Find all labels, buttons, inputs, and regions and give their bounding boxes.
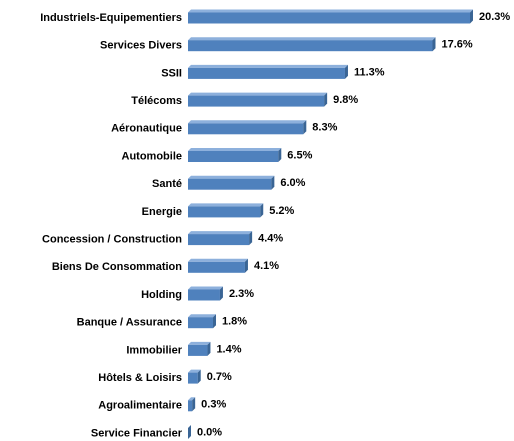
value-label: 0.0% bbox=[197, 426, 222, 438]
category-label: SSII bbox=[161, 67, 182, 79]
value-label: 1.8% bbox=[222, 316, 247, 328]
bar bbox=[188, 203, 264, 218]
bar bbox=[188, 341, 211, 356]
category-label: Automobile bbox=[122, 150, 183, 162]
value-label: 4.1% bbox=[254, 260, 279, 272]
category-label: Services Divers bbox=[100, 40, 182, 52]
bar bbox=[188, 425, 191, 439]
value-label: 17.6% bbox=[441, 39, 472, 51]
value-label: 1.4% bbox=[216, 343, 241, 355]
category-label: Energie bbox=[142, 206, 182, 218]
bar bbox=[188, 175, 275, 190]
category-label: Concession / Construction bbox=[42, 234, 182, 246]
bar bbox=[188, 286, 223, 301]
bar bbox=[188, 314, 217, 329]
value-label: 11.3% bbox=[354, 66, 385, 78]
value-label: 2.3% bbox=[229, 288, 254, 300]
bar bbox=[188, 148, 282, 162]
bar bbox=[188, 92, 328, 107]
category-label: Immobilier bbox=[126, 344, 182, 356]
category-label: Aéronautique bbox=[111, 123, 182, 135]
category-label: Hôtels & Loisirs bbox=[98, 372, 182, 384]
bar bbox=[188, 397, 196, 412]
value-label: 0.3% bbox=[201, 399, 226, 411]
value-label: 6.0% bbox=[280, 177, 305, 189]
category-label: Service Financier bbox=[91, 427, 183, 439]
value-label: 4.4% bbox=[258, 233, 283, 245]
bar bbox=[188, 120, 307, 135]
category-label: Holding bbox=[141, 289, 182, 301]
category-label: Biens De Consommation bbox=[52, 261, 182, 273]
bar bbox=[188, 64, 348, 79]
bar bbox=[188, 37, 436, 52]
category-label: Agroalimentaire bbox=[98, 400, 182, 412]
value-label: 0.7% bbox=[207, 371, 232, 383]
value-label: 8.3% bbox=[312, 122, 337, 134]
category-label: Industriels-Equipementiers bbox=[40, 12, 182, 24]
category-label: Banque / Assurance bbox=[77, 317, 182, 329]
bar bbox=[188, 369, 201, 384]
value-label: 9.8% bbox=[333, 94, 358, 106]
value-label: 20.3% bbox=[479, 11, 510, 23]
category-label: Santé bbox=[152, 178, 182, 190]
value-label: 5.2% bbox=[269, 205, 294, 217]
bar bbox=[188, 258, 248, 273]
bar bbox=[188, 231, 253, 246]
bar bbox=[188, 9, 473, 24]
value-label: 6.5% bbox=[287, 149, 312, 161]
category-label: Télécoms bbox=[131, 95, 182, 107]
